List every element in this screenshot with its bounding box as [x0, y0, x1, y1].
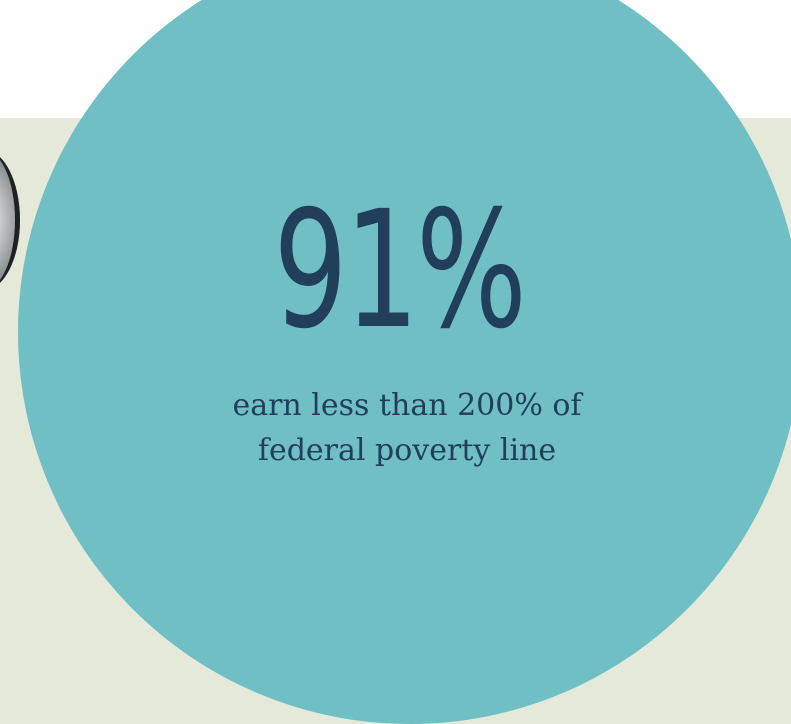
stat-percentage: 91% — [273, 177, 526, 365]
stat-circle — [18, 0, 791, 724]
cropped-photo-rim — [0, 150, 20, 290]
stat-caption-line-1: earn less than 200% of — [232, 388, 582, 423]
stat-caption: earn less than 200% of federal poverty l… — [0, 383, 791, 473]
stat-caption-line-2: federal poverty line — [257, 433, 557, 468]
